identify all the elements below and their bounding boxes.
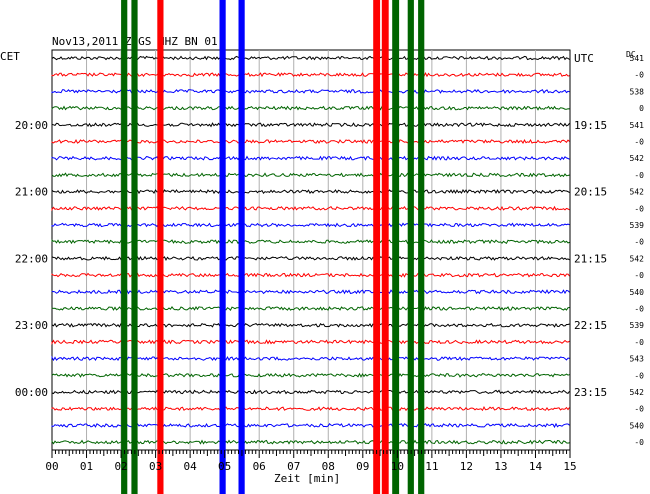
trace-22 [51,422,570,429]
x-tick-label: 13 [494,460,507,473]
trace-5 [51,138,570,144]
x-tick-label: 00 [45,460,58,473]
right-time-label: 22:15 [574,319,607,332]
trace-7 [51,172,570,178]
right-time-label: UTC [574,52,594,65]
burst-3 [219,0,226,494]
dc-value: 540 [630,288,645,297]
trace-6 [51,155,570,161]
trace-20 [51,389,570,395]
burst-8 [407,0,414,494]
trace-8 [51,189,570,195]
x-axis-label: Zeit [min] [274,472,340,485]
dc-value: 541 [630,54,645,63]
dc-header-label: DC [626,50,636,59]
dc-value: 542 [630,188,645,197]
x-tick-label: 02 [114,460,127,473]
x-tick-label: 04 [184,460,198,473]
burst-7 [392,0,400,494]
dc-value: -0 [634,371,644,380]
trace-17 [51,339,570,345]
bursts-group [121,0,425,494]
dc-value: 543 [630,355,645,364]
burst-1 [131,0,138,494]
dc-value: -0 [634,138,644,147]
traces-group [51,55,570,445]
left-time-labels: 20:00 21:00 22:00 23:00 00:00 [15,119,48,399]
x-tick-label: 12 [460,460,473,473]
left-time-label: 23:00 [15,319,48,332]
left-time-label: 21:00 [15,186,48,199]
dc-value: -0 [634,171,644,180]
trace-1 [51,71,570,78]
dc-value: -0 [634,271,644,280]
burst-0 [121,0,128,494]
dc-value: 540 [630,421,645,430]
trace-9 [51,205,570,212]
trace-0 [51,55,570,61]
trace-3 [51,105,570,111]
right-time-label: 23:15 [574,386,607,399]
trace-21 [51,406,570,412]
trace-15 [51,306,570,312]
dc-value: -0 [634,438,644,447]
right-time-label: 21:15 [574,252,607,265]
burst-9 [418,0,425,494]
burst-6 [381,0,389,494]
dc-value: 0 [639,104,644,113]
left-time-label: 00:00 [15,386,48,399]
x-tick-label: 06 [253,460,266,473]
x-tick-label: 14 [529,460,543,473]
x-tick-label: 07 [287,460,300,473]
trace-16 [51,322,570,328]
dc-value: 542 [630,254,645,263]
trace-13 [51,272,570,278]
trace-19 [51,372,570,378]
dc-value: 542 [630,388,645,397]
x-tick-label: 05 [218,460,231,473]
dc-value: -0 [634,204,644,213]
x-axis: 00 01 02 03 04 05 06 07 08 09 10 11 12 13 14 15 [45,450,577,473]
dc-value: 542 [630,154,645,163]
right-time-label: 20:15 [574,186,607,199]
dc-value: 539 [630,321,645,330]
dc-values: 541 -0 538 0 541 -0 542 -0 542 -0 539 -0 542 -0 540 -0 5… [630,54,645,447]
x-tick-label: 10 [391,460,404,473]
x-tick-label: 09 [356,460,369,473]
trace-23 [51,439,570,445]
trace-11 [51,239,570,245]
dc-value: -0 [634,405,644,414]
burst-4 [238,0,245,494]
trace-18 [51,355,570,362]
trace-2 [51,89,570,94]
left-time-label: 20:00 [15,119,48,132]
trace-14 [51,289,570,295]
x-tick-label: 15 [563,460,576,473]
burst-2 [157,0,164,494]
left-time-label: 22:00 [15,252,48,265]
dc-value: -0 [634,305,644,314]
dc-value: -0 [634,238,644,247]
trace-4 [51,122,570,128]
dc-value: 541 [630,121,645,130]
trace-12 [51,255,570,261]
x-tick-label: 08 [322,460,335,473]
x-tick-label: 11 [425,460,438,473]
dc-value: 539 [630,221,645,230]
dc-value: -0 [634,71,644,80]
right-time-label: 19:15 [574,119,607,132]
left-timezone-label: CET [0,50,20,63]
plot-frame [51,49,571,451]
trace-10 [51,222,570,228]
dc-value: -0 [634,338,644,347]
x-tick-label: 03 [149,460,162,473]
burst-5 [373,0,381,494]
x-tick-label: 01 [80,460,93,473]
dc-value: 538 [630,87,645,96]
right-time-labels: UTC 19:15 20:15 21:15 22:15 23:15 [574,52,607,399]
